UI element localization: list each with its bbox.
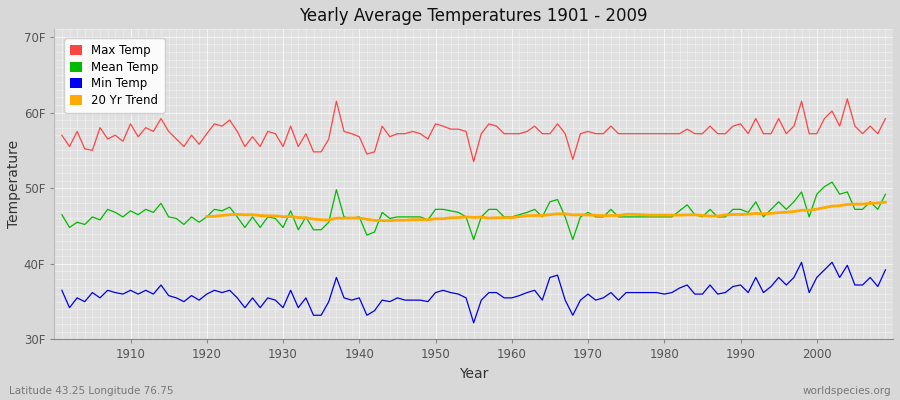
X-axis label: Year: Year [459,367,489,381]
Y-axis label: Temperature: Temperature [7,140,21,228]
Text: worldspecies.org: worldspecies.org [803,386,891,396]
Title: Yearly Average Temperatures 1901 - 2009: Yearly Average Temperatures 1901 - 2009 [300,7,648,25]
Legend: Max Temp, Mean Temp, Min Temp, 20 Yr Trend: Max Temp, Mean Temp, Min Temp, 20 Yr Tre… [64,38,165,113]
Text: Latitude 43.25 Longitude 76.75: Latitude 43.25 Longitude 76.75 [9,386,174,396]
